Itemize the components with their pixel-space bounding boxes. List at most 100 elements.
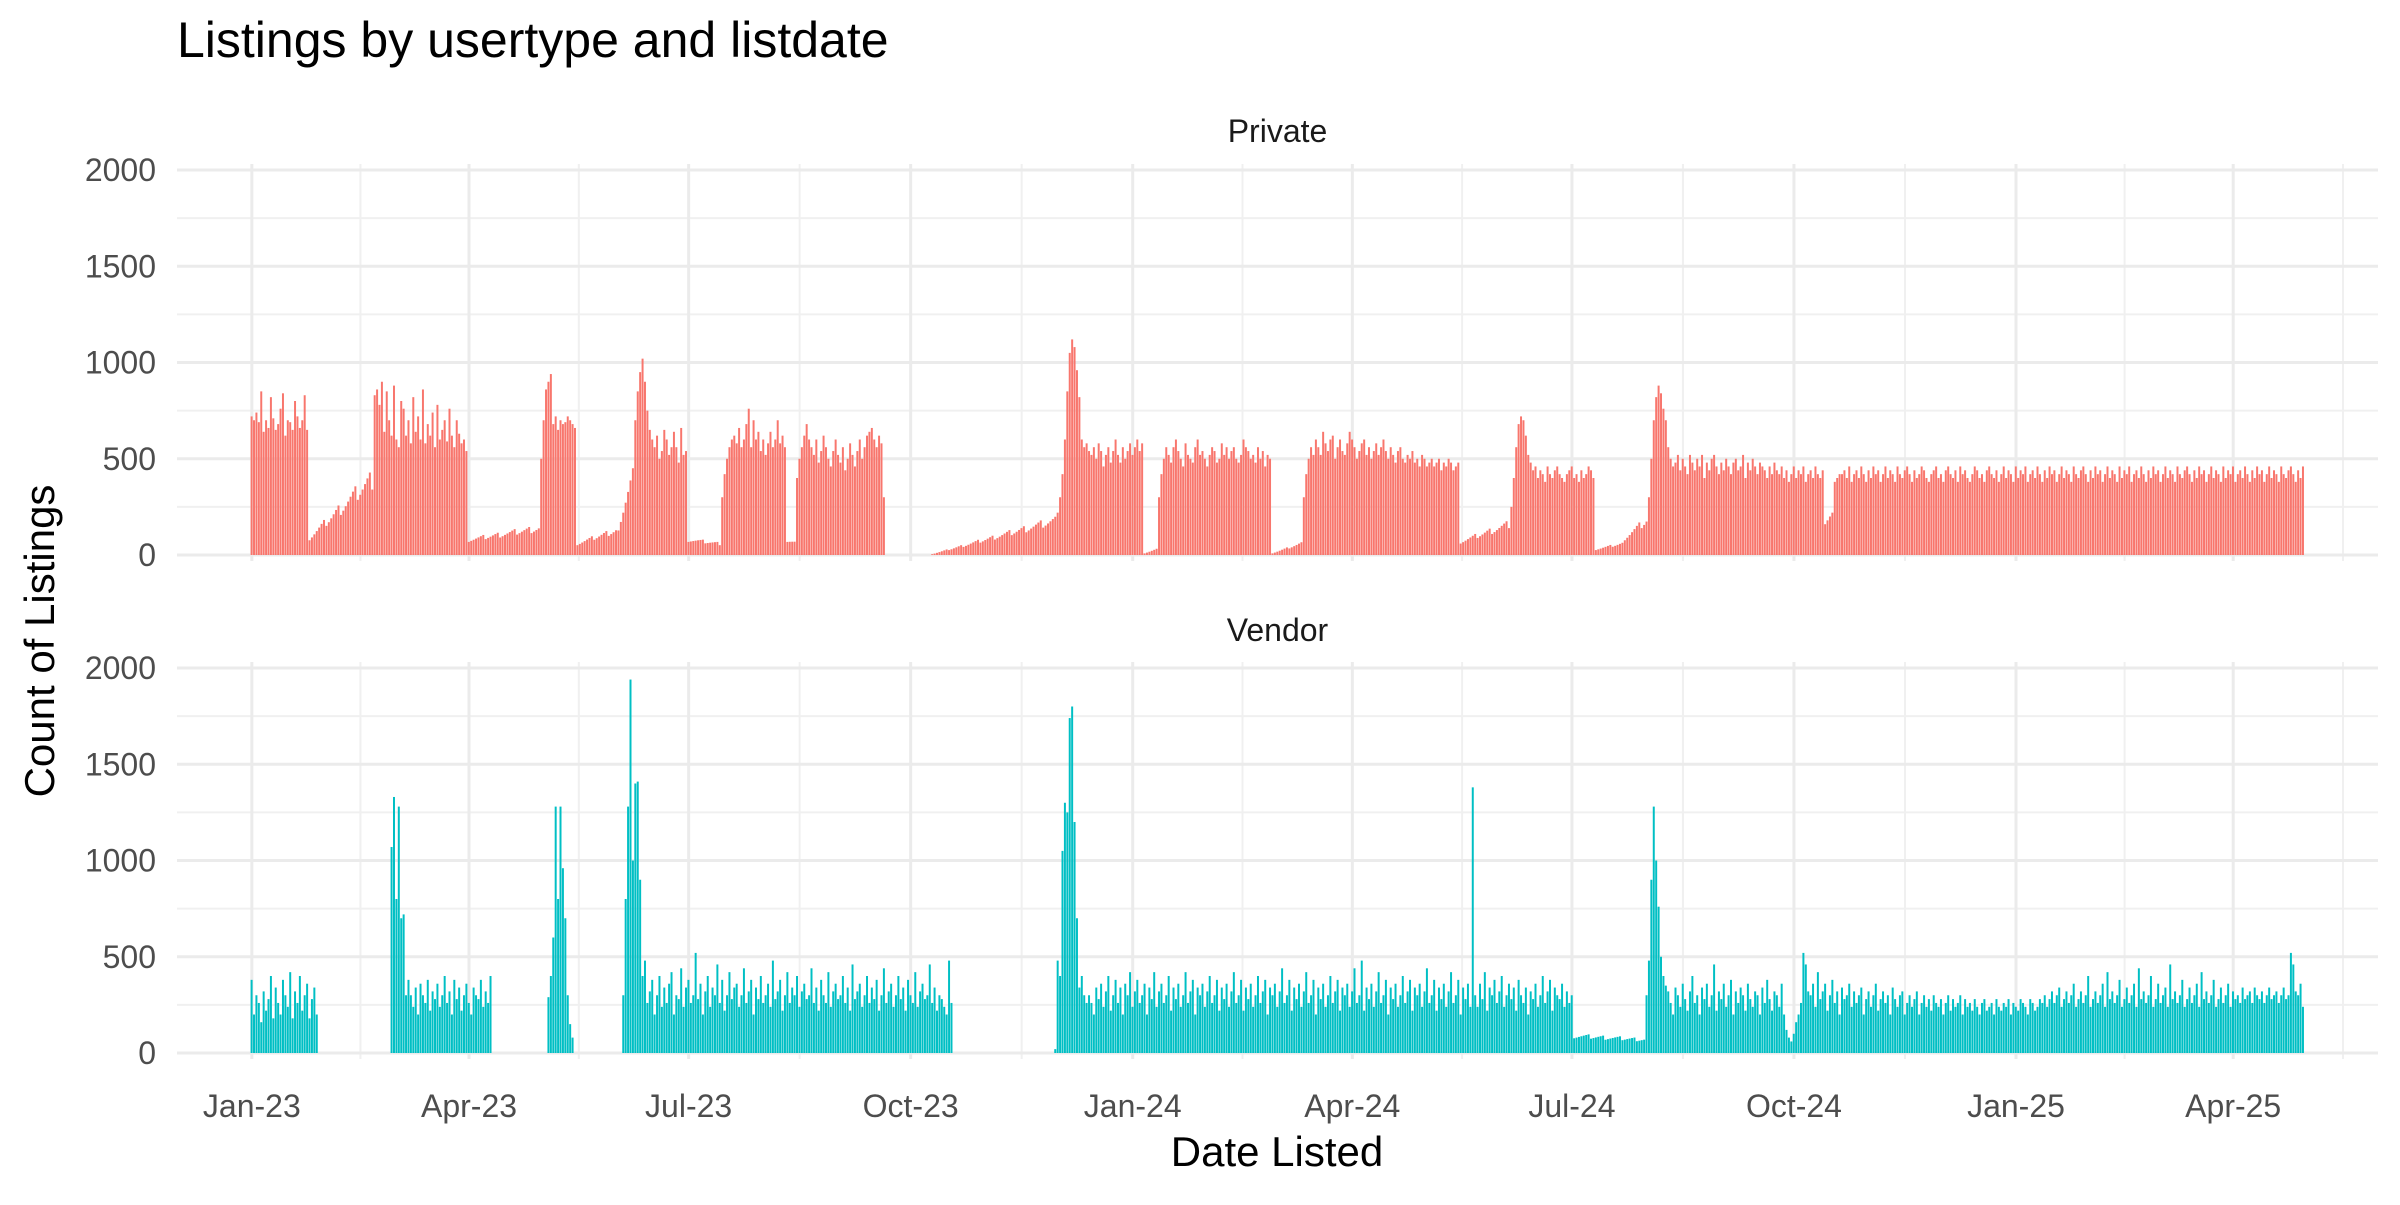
bar xyxy=(1049,521,1052,555)
bar xyxy=(1295,544,1298,555)
bar xyxy=(1529,991,1532,1053)
bar xyxy=(2111,991,2114,1053)
bar xyxy=(1228,1006,1231,1053)
bar xyxy=(1812,478,1815,555)
bar xyxy=(1196,987,1199,1053)
bar xyxy=(2084,474,2087,555)
bar xyxy=(1138,451,1141,555)
bar xyxy=(1993,1014,1996,1053)
bar xyxy=(1133,991,1136,1053)
bar xyxy=(1491,533,1494,555)
bar xyxy=(1529,462,1532,555)
bar xyxy=(602,532,605,555)
bar xyxy=(1010,535,1013,555)
bar xyxy=(1809,995,1812,1053)
bar xyxy=(1334,991,1337,1053)
bar xyxy=(1693,470,1696,555)
bar xyxy=(723,1010,726,1053)
bar xyxy=(2017,478,2020,555)
bar xyxy=(1693,1002,1696,1053)
bar xyxy=(846,458,849,555)
bar xyxy=(2188,474,2191,555)
bar xyxy=(1310,995,1313,1053)
bar xyxy=(1283,548,1286,555)
bar xyxy=(694,952,697,1053)
chart-title: Listings by usertype and listdate xyxy=(177,12,889,68)
bar xyxy=(670,447,673,555)
bar xyxy=(274,429,277,556)
bar xyxy=(1727,466,1730,555)
bar xyxy=(518,533,521,555)
bar xyxy=(919,991,922,1053)
bar xyxy=(1375,443,1378,555)
bar xyxy=(2087,976,2090,1053)
bar xyxy=(1930,1010,1933,1053)
bar xyxy=(1346,983,1349,1053)
bar xyxy=(1133,447,1136,555)
bar xyxy=(262,431,265,555)
bar xyxy=(306,983,309,1053)
bar xyxy=(873,439,876,555)
bar xyxy=(1360,960,1363,1053)
bar xyxy=(1399,995,1402,1053)
bar xyxy=(1966,478,1969,555)
bar xyxy=(672,431,675,555)
bar xyxy=(1599,1036,1602,1053)
bar xyxy=(1269,987,1272,1053)
bar xyxy=(2248,481,2251,555)
bar xyxy=(986,538,989,555)
bar xyxy=(2253,987,2256,1053)
bar xyxy=(668,983,671,1053)
bar xyxy=(687,979,690,1053)
bar xyxy=(1867,470,1870,555)
bar xyxy=(1773,462,1776,555)
bar xyxy=(1843,470,1846,555)
bar xyxy=(1705,983,1708,1053)
bar xyxy=(2287,470,2290,555)
bar xyxy=(950,1002,953,1053)
bar xyxy=(752,1014,755,1053)
bar xyxy=(2022,474,2025,555)
bar xyxy=(1973,466,1976,555)
bar xyxy=(1505,995,1508,1053)
bar xyxy=(1368,447,1370,555)
bar xyxy=(1848,466,1851,555)
bar xyxy=(426,424,429,555)
bar xyxy=(1382,439,1385,555)
bar xyxy=(2224,995,2227,1053)
bar xyxy=(940,551,943,555)
bar xyxy=(1869,478,1872,555)
bar xyxy=(557,899,560,1053)
bar xyxy=(738,1006,741,1053)
y-tick-label: 1500 xyxy=(85,746,156,782)
bar xyxy=(2005,478,2008,555)
bar xyxy=(1199,454,1202,555)
bar xyxy=(1906,1002,1909,1053)
bar xyxy=(1232,447,1235,555)
bar xyxy=(448,408,451,555)
bar xyxy=(1691,976,1694,1053)
bar xyxy=(1744,1010,1747,1053)
bar xyxy=(728,447,731,555)
bar xyxy=(668,454,671,555)
bar xyxy=(1336,447,1339,555)
bar xyxy=(648,429,651,556)
bar xyxy=(1319,454,1322,555)
bar xyxy=(619,521,622,555)
bar xyxy=(1618,543,1621,555)
bar xyxy=(361,489,364,555)
bar xyxy=(1739,466,1742,555)
bar xyxy=(808,995,811,1053)
bar xyxy=(800,991,803,1053)
x-tick-label: Oct-23 xyxy=(863,1088,959,1124)
bar xyxy=(1018,529,1021,555)
y-tick-label: 0 xyxy=(138,1035,156,1071)
bar xyxy=(1664,985,1667,1054)
bar xyxy=(2094,991,2097,1053)
bar xyxy=(1744,478,1747,555)
bar xyxy=(1756,474,1759,555)
bar xyxy=(1389,447,1392,555)
bar xyxy=(262,991,265,1053)
bar xyxy=(1532,999,1535,1053)
